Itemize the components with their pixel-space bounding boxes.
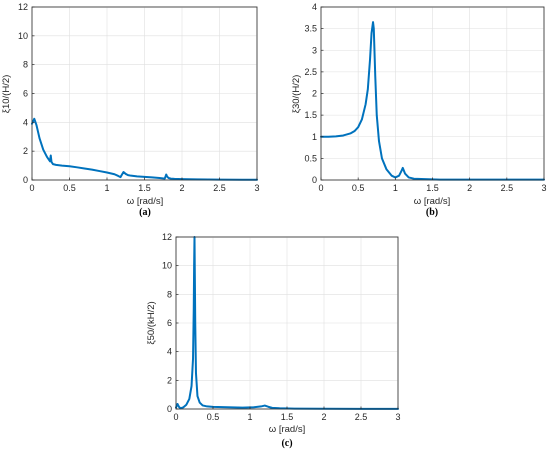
y-tick-label: 3 [312,45,317,55]
x-tick-label: 2.5 [501,183,514,193]
x-tick-label: 1 [104,183,109,193]
x-axis-label-a: ω [rad/s] [127,196,163,207]
x-tick-label: 2 [467,183,472,193]
caption-b: (b) [426,207,438,218]
x-tick-label: 0 [173,412,178,422]
y-tick-label: 12 [18,2,28,12]
x-tick-labels-a: 0 0.5 1 1.5 2 2.5 3 [29,183,259,193]
x-tick-label: 0 [318,183,323,193]
axes-box [320,6,545,181]
y-tick-label: 10 [18,31,28,41]
y-tick-label: 2 [23,146,28,156]
y-tick-label: 3.5 [304,24,317,34]
x-tick-label: 0.5 [63,183,76,193]
y-tick-label: 2 [167,375,172,385]
y-tick-label: 12 [162,232,172,242]
x-tick-label: 1.5 [138,183,151,193]
y-tick-label: 0 [23,175,28,185]
y-tick-label: 0 [312,175,317,185]
data-line-b [320,21,545,181]
x-tick-label: 0.5 [352,183,365,193]
chart-panel-a: 0 0.5 1 1.5 2 2.5 3 0 2 4 6 8 10 12 ω [rad/s] ξ10/(H… [1,2,260,218]
axes-box [175,236,399,410]
y-tick-labels-a: 0 2 4 6 8 10 12 [18,2,28,185]
y-tick-label: 1 [312,132,317,142]
y-tick-label: 4 [167,347,172,357]
y-tick-label: 10 [162,261,172,271]
y-tick-label: 2 [312,89,317,99]
x-tick-label: 3 [541,183,546,193]
y-tick-label: 4 [312,2,317,12]
x-tick-label: 3 [254,183,259,193]
y-tick-label: 0.5 [304,153,317,163]
chart-panel-c: 0 0.5 1 1.5 2 2.5 3 0 2 4 6 8 10 12 ω [rad/s] ξ50/(k… [146,232,401,449]
y-tick-labels-c: 0 2 4 6 8 10 12 [162,232,172,414]
y-tick-label: 6 [167,318,172,328]
x-tick-label: 1.5 [426,183,439,193]
caption-a: (a) [139,207,151,218]
data-line-c [175,236,399,410]
y-tick-label: 4 [23,117,28,127]
x-tick-label: 2.5 [213,183,226,193]
y-axis-label-b: ξ30/(H/2) [291,75,302,114]
x-tick-label: 1 [393,183,398,193]
y-tick-label: 8 [167,289,172,299]
y-tick-label: 2.5 [304,67,317,77]
y-axis-label-a: ξ10/(H/2) [1,75,12,114]
y-tick-label: 0 [167,404,172,414]
chart-panel-b: 0 0.5 1 1.5 2 2.5 3 0 0.5 1 1.5 2 2.5 3 3.5 4 ω [rad/s… [291,2,547,218]
x-axis-label-b: ω [rad/s] [414,196,450,207]
y-tick-label: 8 [23,60,28,70]
y-tick-labels-b: 0 0.5 1 1.5 2 2.5 3 3.5 4 [304,2,317,185]
x-tick-labels-b: 0 0.5 1 1.5 2 2.5 3 [318,183,546,193]
axes-box [31,6,258,181]
y-tick-label: 6 [23,89,28,99]
x-axis-label-c: ω [rad/s] [269,424,305,435]
x-tick-labels-c: 0 0.5 1 1.5 2 2.5 3 [173,412,400,422]
x-tick-label: 3 [395,412,400,422]
y-tick-label: 1.5 [304,110,317,120]
y-axis-label-c: ξ50/(kH/2) [146,301,157,344]
data-line-a [31,117,258,181]
x-tick-label: 1.5 [281,412,294,422]
x-tick-label: 2.5 [355,412,368,422]
x-tick-label: 2 [179,183,184,193]
x-tick-label: 0 [29,183,34,193]
x-tick-label: 0.5 [207,412,220,422]
x-tick-label: 1 [247,412,252,422]
caption-c: (c) [281,438,292,449]
x-tick-label: 2 [321,412,326,422]
